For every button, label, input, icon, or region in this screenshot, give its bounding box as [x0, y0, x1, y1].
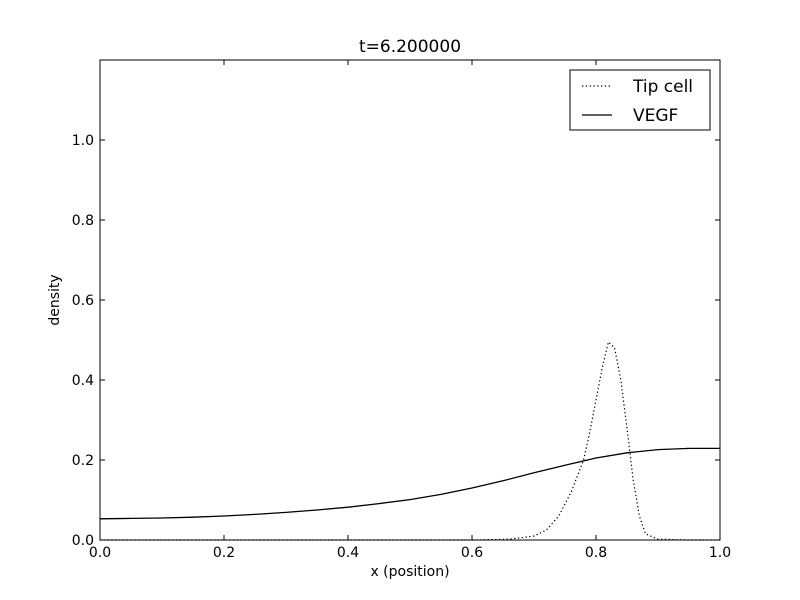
y-tick-label: 0.8: [72, 213, 94, 229]
x-tick-label: 0.8: [585, 545, 607, 561]
x-tick-label: 0.6: [461, 545, 483, 561]
y-tick-label: 0.0: [72, 533, 94, 549]
series-line-tip-cell: [100, 340, 720, 541]
y-tick-label: 1.0: [72, 133, 94, 149]
y-tick-label: 0.4: [72, 373, 94, 389]
x-tick-label: 1.0: [709, 545, 731, 561]
y-tick-label: 0.2: [72, 453, 94, 469]
x-tick-label: 0.0: [89, 545, 111, 561]
legend-label: VEGF: [633, 106, 678, 126]
y-tick-label: 0.6: [72, 293, 94, 309]
chart-title: t=6.200000: [359, 37, 461, 57]
x-tick-label: 0.2: [213, 545, 235, 561]
x-tick-label: 0.4: [337, 545, 359, 561]
legend-box: [569, 69, 711, 131]
series-line-vegf: [99, 447, 720, 520]
plot-area: [99, 59, 721, 541]
ticks-layer: 0.0 0.2 0.4 0.6 0.8 1.0 0.0 0.2 0.4 0.6 0.8 1.0: [72, 60, 731, 561]
x-axis-label: x (position): [370, 564, 449, 580]
series-layer: [99, 340, 720, 541]
legend-label: Tip cell: [632, 77, 693, 97]
y-axis-label: density: [47, 274, 63, 325]
legend: Tip cell VEGF: [569, 69, 711, 131]
plot-frame: [99, 59, 721, 541]
